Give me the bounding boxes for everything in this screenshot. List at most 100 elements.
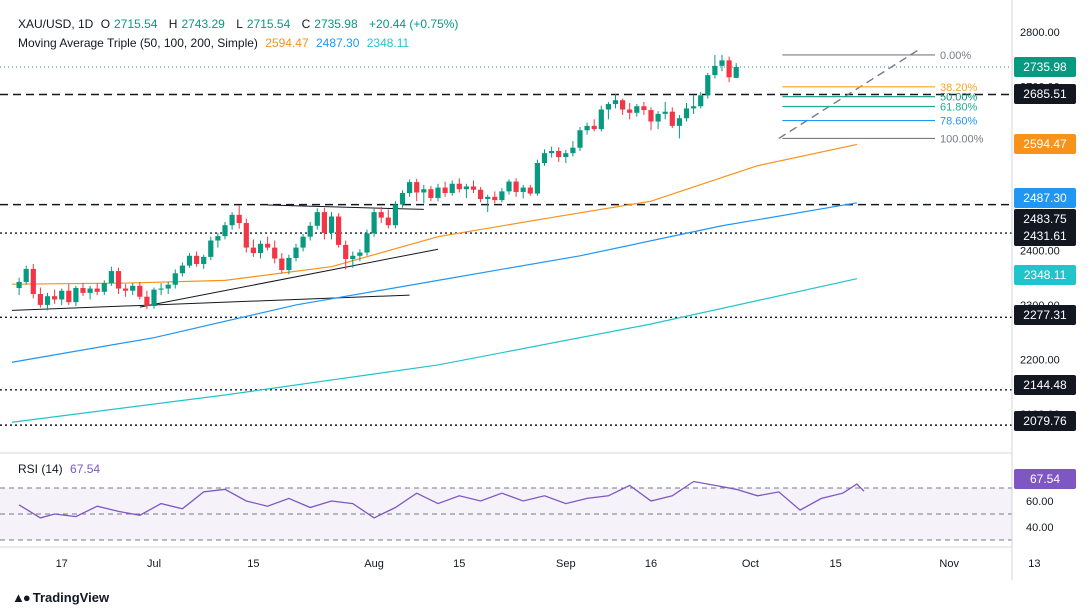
symbol-legend: XAU/USD, 1D O 2715.54 H 2743.29 L 2715.54 C… bbox=[18, 17, 459, 31]
tradingview-logo[interactable]: ▲● TradingView bbox=[12, 590, 109, 605]
ma200-value: 2348.11 bbox=[366, 36, 410, 50]
candle-body bbox=[66, 290, 72, 303]
candle-body bbox=[321, 212, 327, 233]
date-tick-label: 16 bbox=[645, 558, 657, 570]
channel-trendline bbox=[778, 47, 922, 140]
candle-body bbox=[222, 225, 228, 237]
candle-body bbox=[392, 204, 398, 226]
candle-body bbox=[243, 223, 249, 248]
candle-body bbox=[293, 247, 299, 258]
fib-level-label: 100.00% bbox=[940, 133, 984, 145]
candle-body bbox=[683, 108, 690, 119]
ma200-tag: 2348.11 bbox=[1014, 265, 1076, 285]
candle-body bbox=[179, 265, 185, 274]
candle-body bbox=[577, 130, 583, 148]
rsi-tick-label: 40.00 bbox=[1026, 522, 1054, 534]
candle-body bbox=[506, 181, 512, 192]
tradingview-name: TradingView bbox=[32, 590, 110, 605]
date-tick-label: Nov bbox=[939, 558, 959, 570]
candle-body bbox=[300, 236, 306, 248]
rsi-tag: 67.54 bbox=[1014, 469, 1076, 489]
candle-body bbox=[698, 95, 704, 107]
candle-body bbox=[236, 214, 242, 224]
sma50-line bbox=[11, 143, 858, 285]
candle-body bbox=[186, 255, 193, 266]
candle-body bbox=[407, 182, 413, 194]
candle-body bbox=[350, 255, 356, 260]
candle-body bbox=[265, 243, 271, 248]
ma50-tag: 2594.47 bbox=[1014, 134, 1076, 154]
rsi-title[interactable]: RSI (14) bbox=[18, 462, 63, 476]
candle-body bbox=[541, 153, 548, 163]
candle-body bbox=[563, 153, 569, 157]
rsi-pane bbox=[0, 480, 1012, 541]
candle-body bbox=[435, 187, 441, 198]
candle-body bbox=[115, 271, 122, 289]
candle-body bbox=[598, 109, 604, 130]
fib-level-label: 0.00% bbox=[940, 50, 971, 62]
candle-body bbox=[520, 187, 526, 192]
ma-title[interactable]: Moving Average Triple (50, 100, 200, Sim… bbox=[18, 36, 258, 50]
candle-body bbox=[80, 287, 86, 293]
candle-body bbox=[584, 125, 590, 131]
fib-level-label: 78.60% bbox=[940, 116, 978, 128]
candle-body bbox=[612, 100, 619, 105]
tradingview-icon: ▲● bbox=[12, 590, 31, 605]
candle-body bbox=[399, 193, 406, 205]
candle-body bbox=[605, 104, 611, 110]
candle-body bbox=[286, 257, 292, 270]
support-trendline bbox=[11, 294, 410, 311]
candle-body bbox=[534, 163, 540, 194]
rsi-tick-label: 60.00 bbox=[1026, 496, 1054, 508]
fib-level-label: 50.00% bbox=[940, 92, 978, 104]
candle-body bbox=[44, 296, 51, 305]
date-tick-label: Aug bbox=[364, 558, 384, 570]
price-tick-label: 2200.00 bbox=[1020, 355, 1060, 367]
ma100-tag: 2487.30 bbox=[1014, 188, 1076, 208]
fib-level-label: 61.80% bbox=[940, 102, 978, 114]
time-axis: 17 Jul 15 Aug 15 Sep 16 Oct 15 Nov 13 bbox=[56, 558, 1041, 570]
candle-body bbox=[676, 118, 682, 126]
candle-body bbox=[73, 287, 79, 303]
rsi-line bbox=[18, 480, 865, 519]
candle-body bbox=[719, 60, 725, 66]
candle-body bbox=[726, 60, 732, 78]
candle-body bbox=[151, 289, 157, 307]
candles bbox=[16, 54, 739, 311]
candle-body bbox=[705, 75, 711, 96]
candle-body bbox=[470, 186, 477, 190]
date-tick-label: Oct bbox=[742, 558, 759, 570]
candle-body bbox=[620, 100, 626, 110]
change-value: +20.44 (+0.75%) bbox=[369, 17, 459, 31]
candle-body bbox=[158, 288, 164, 290]
rising-trendline bbox=[139, 248, 439, 308]
moving-averages bbox=[11, 143, 858, 423]
level-tag-2277: 2277.31 bbox=[1014, 305, 1076, 325]
candle-body bbox=[556, 150, 562, 157]
low-value: 2715.54 bbox=[246, 17, 291, 31]
ma-legend: Moving Average Triple (50, 100, 200, Sim… bbox=[18, 36, 413, 50]
candle-body bbox=[499, 191, 505, 201]
candle-body bbox=[30, 268, 36, 294]
candle-body bbox=[257, 243, 264, 254]
candle-body bbox=[691, 106, 697, 109]
candle-body bbox=[378, 212, 384, 218]
open-value: 2715.54 bbox=[114, 17, 158, 31]
candle-body bbox=[463, 186, 469, 190]
resistance-trendline bbox=[267, 204, 424, 210]
candle-body bbox=[669, 111, 675, 126]
candle-body bbox=[428, 189, 434, 198]
candle-body bbox=[272, 247, 278, 259]
candle-body bbox=[641, 106, 647, 111]
candle-body bbox=[250, 247, 256, 254]
candle-body bbox=[208, 240, 214, 257]
symbol-label[interactable]: XAU/USD, 1D bbox=[18, 17, 94, 31]
candle-body bbox=[343, 244, 349, 260]
candle-body bbox=[130, 285, 136, 291]
candle-body bbox=[549, 150, 555, 154]
candle-body bbox=[648, 110, 654, 122]
candle-body bbox=[59, 290, 65, 300]
candle-body bbox=[478, 189, 484, 200]
candle-body bbox=[357, 252, 363, 256]
